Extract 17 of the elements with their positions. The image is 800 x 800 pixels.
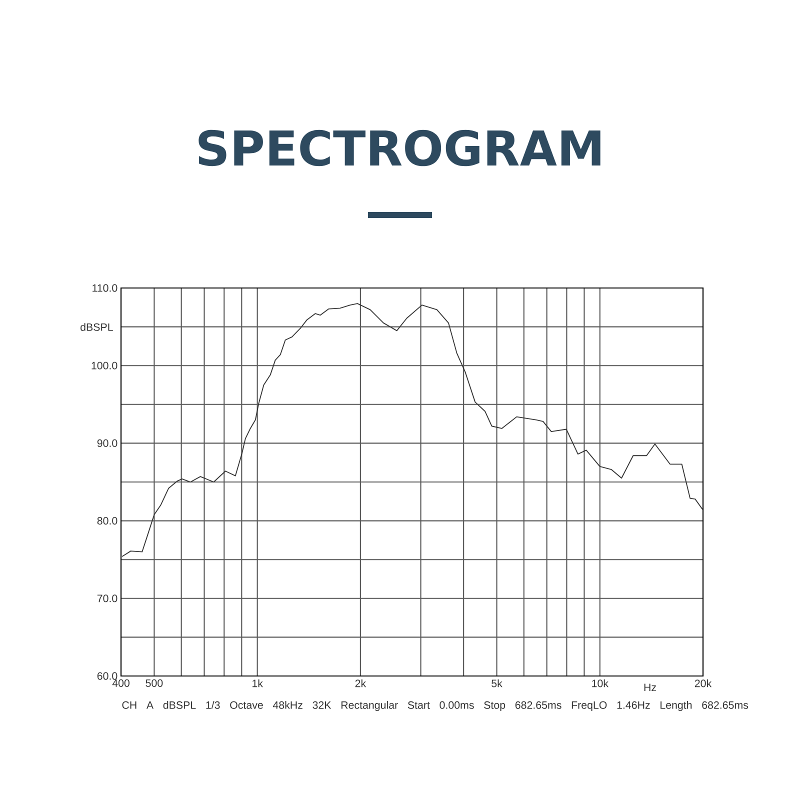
- x-tick-label: 1k: [252, 679, 263, 688]
- y-axis-title: dBSPL: [80, 323, 113, 331]
- x-tick-label: 10k: [592, 679, 609, 688]
- y-tick-label: 100.0: [92, 362, 118, 370]
- x-tick-label: 5k: [492, 679, 502, 688]
- chart-title: SPECTROGRAM: [198, 130, 600, 166]
- x-tick-label: 400: [112, 679, 130, 687]
- y-tick-label: 80.0: [97, 517, 118, 525]
- x-axis-title: Hz: [644, 684, 656, 692]
- y-tick-label: 110.0: [92, 284, 118, 292]
- y-tick-label: 60.0: [97, 672, 118, 680]
- x-tick-label: 2k: [355, 679, 366, 688]
- y-tick-label: 90.0: [97, 439, 118, 447]
- x-tick-label: 20k: [694, 679, 712, 688]
- text: CH A dBSPL 1/3 Octave 48kHz 32K Rectangular Start 0.00ms Stop 682.65ms FreqLO 1.46Hz Length 682.65ms: [122, 701, 748, 711]
- y-tick-label: 70.0: [97, 594, 118, 602]
- x-tick-label: 500: [146, 679, 163, 687]
